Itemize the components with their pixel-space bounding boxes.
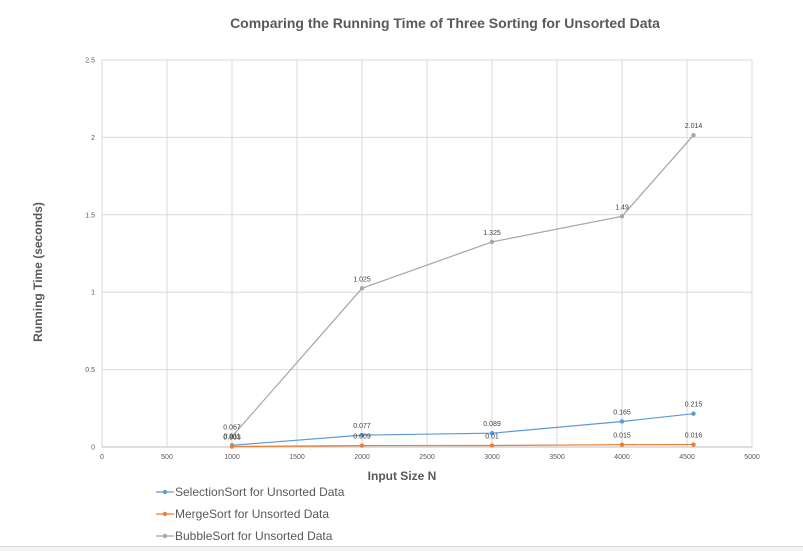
data-label: 0.009 bbox=[353, 434, 371, 441]
axis-ticks: 0 500 1000 1500 2000 2500 3000 3500 4000 4500 5000… bbox=[85, 58, 760, 462]
x-axis-title: Input Size N bbox=[368, 469, 437, 483]
legend-marker bbox=[162, 511, 168, 517]
data-label: 0.015 bbox=[613, 433, 631, 440]
x-tick-label: 1500 bbox=[289, 454, 305, 461]
series-lines bbox=[229, 133, 696, 449]
data-point bbox=[359, 432, 365, 438]
data-point bbox=[691, 133, 696, 138]
data-point bbox=[619, 419, 625, 424]
legend: SelectionSort for Unsorted Data MergeSort… bbox=[156, 485, 345, 543]
legend-label: SelectionSort for Unsorted Data bbox=[175, 485, 345, 499]
series-line bbox=[231, 443, 694, 448]
data-point bbox=[359, 286, 365, 291]
data-label: 0.003 bbox=[223, 435, 241, 442]
data-label: 0.01 bbox=[485, 433, 499, 440]
x-tick-label: 2000 bbox=[354, 454, 370, 461]
y-tick-label: 1.5 bbox=[85, 212, 95, 219]
data-label: 0.011 bbox=[224, 433, 241, 440]
y-tick-label: 0.5 bbox=[85, 367, 95, 374]
y-tick-label: 1 bbox=[91, 290, 95, 297]
x-tick-label: 500 bbox=[161, 454, 173, 461]
series-line bbox=[231, 413, 694, 446]
data-point bbox=[691, 411, 696, 416]
data-point bbox=[619, 442, 625, 447]
data-label: 0.067 bbox=[223, 425, 241, 432]
chart-title: Comparing the Running Time of Three Sort… bbox=[230, 15, 660, 31]
data-label: 0.089 bbox=[483, 421, 501, 428]
x-tick-label: 4500 bbox=[679, 454, 695, 461]
x-tick-label: 5000 bbox=[744, 454, 760, 461]
y-axis-title: Running Time (seconds) bbox=[31, 202, 45, 342]
x-tick-label: 2500 bbox=[419, 454, 435, 461]
x-tick-label: 4000 bbox=[614, 454, 630, 461]
y-tick-label: 0 bbox=[91, 445, 95, 452]
data-point bbox=[691, 442, 696, 447]
x-tick-label: 3500 bbox=[549, 454, 565, 461]
data-point bbox=[489, 443, 495, 448]
x-tick-label: 0 bbox=[100, 454, 104, 461]
window-bottom-edge bbox=[0, 546, 803, 551]
legend-label: MergeSort for Unsorted Data bbox=[175, 507, 329, 521]
series-line bbox=[231, 134, 694, 437]
x-tick-label: 1000 bbox=[224, 454, 240, 461]
data-labels: 0.011 0.077 0.089 0.165 0.215 0.003 0.009 0.01 0… bbox=[223, 123, 702, 441]
data-label: 0.016 bbox=[685, 433, 703, 440]
data-label: 1.025 bbox=[353, 276, 371, 283]
legend-marker bbox=[162, 533, 168, 539]
data-point bbox=[489, 239, 495, 245]
data-point bbox=[229, 444, 235, 449]
y-tick-label: 2 bbox=[91, 135, 95, 142]
data-label: 0.215 bbox=[685, 402, 703, 409]
data-label: 0.165 bbox=[613, 409, 631, 416]
data-label: 1.325 bbox=[483, 230, 501, 237]
legend-label: BubbleSort for Unsorted Data bbox=[175, 529, 333, 543]
data-point bbox=[619, 214, 625, 219]
data-point bbox=[489, 431, 495, 436]
data-label: 2.014 bbox=[685, 123, 703, 130]
data-label: 1.49 bbox=[615, 204, 629, 211]
x-tick-label: 3000 bbox=[484, 454, 500, 461]
gridlines bbox=[101, 59, 753, 448]
y-tick-label: 2.5 bbox=[85, 58, 95, 65]
data-point bbox=[359, 443, 365, 448]
data-point bbox=[229, 434, 235, 439]
data-label: 0.077 bbox=[353, 423, 371, 430]
legend-marker bbox=[162, 489, 168, 495]
